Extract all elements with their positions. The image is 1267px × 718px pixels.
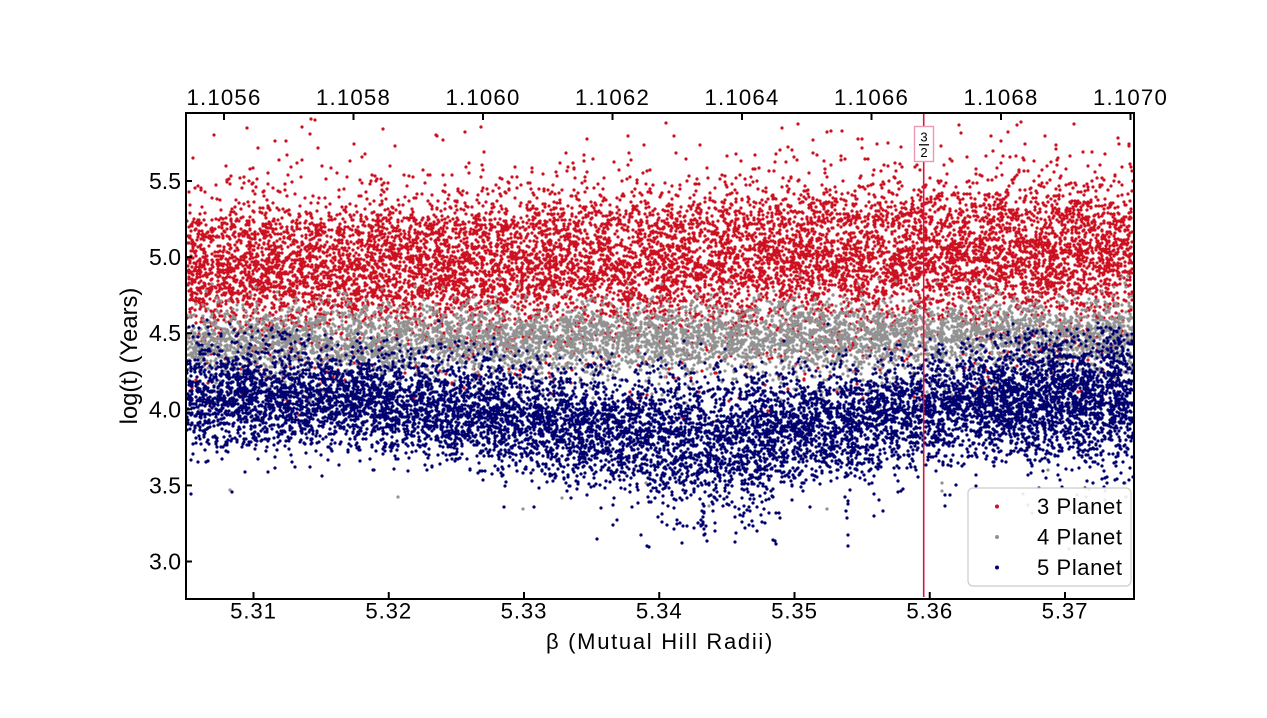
- svg-text:1.1056: 1.1056: [186, 85, 261, 110]
- svg-text:2: 2: [920, 145, 927, 160]
- svg-text:5 Planet: 5 Planet: [1037, 555, 1123, 580]
- svg-text:1.1064: 1.1064: [704, 85, 779, 110]
- svg-text:5.5: 5.5: [149, 168, 181, 194]
- svg-text:5.36: 5.36: [906, 599, 953, 624]
- svg-text:1.1058: 1.1058: [316, 85, 391, 110]
- svg-text:1.1066: 1.1066: [834, 85, 909, 110]
- svg-text:5.33: 5.33: [501, 599, 548, 624]
- svg-text:β (Mutual Hill Radii): β (Mutual Hill Radii): [546, 629, 774, 654]
- svg-text:1.1070: 1.1070: [1093, 85, 1168, 110]
- svg-text:4 Planet: 4 Planet: [1037, 525, 1123, 550]
- svg-text:5.35: 5.35: [771, 599, 818, 624]
- svg-text:4.0: 4.0: [149, 396, 181, 422]
- svg-text:3.0: 3.0: [149, 549, 181, 575]
- svg-text:5.37: 5.37: [1042, 599, 1089, 624]
- svg-text:log(t) (Years): log(t) (Years): [116, 288, 143, 425]
- svg-text:5.32: 5.32: [365, 599, 412, 624]
- svg-text:4.5: 4.5: [149, 320, 181, 346]
- svg-text:5.34: 5.34: [636, 599, 683, 624]
- svg-text:5.31: 5.31: [230, 599, 277, 624]
- svg-text:1.1068: 1.1068: [963, 85, 1038, 110]
- svg-text:3: 3: [920, 130, 927, 145]
- svg-text:1.1060: 1.1060: [445, 85, 520, 110]
- svg-text:1.1062: 1.1062: [575, 85, 650, 110]
- svg-text:3 Planet: 3 Planet: [1037, 494, 1123, 519]
- svg-text:3.5: 3.5: [149, 472, 181, 498]
- svg-text:5.0: 5.0: [149, 244, 181, 270]
